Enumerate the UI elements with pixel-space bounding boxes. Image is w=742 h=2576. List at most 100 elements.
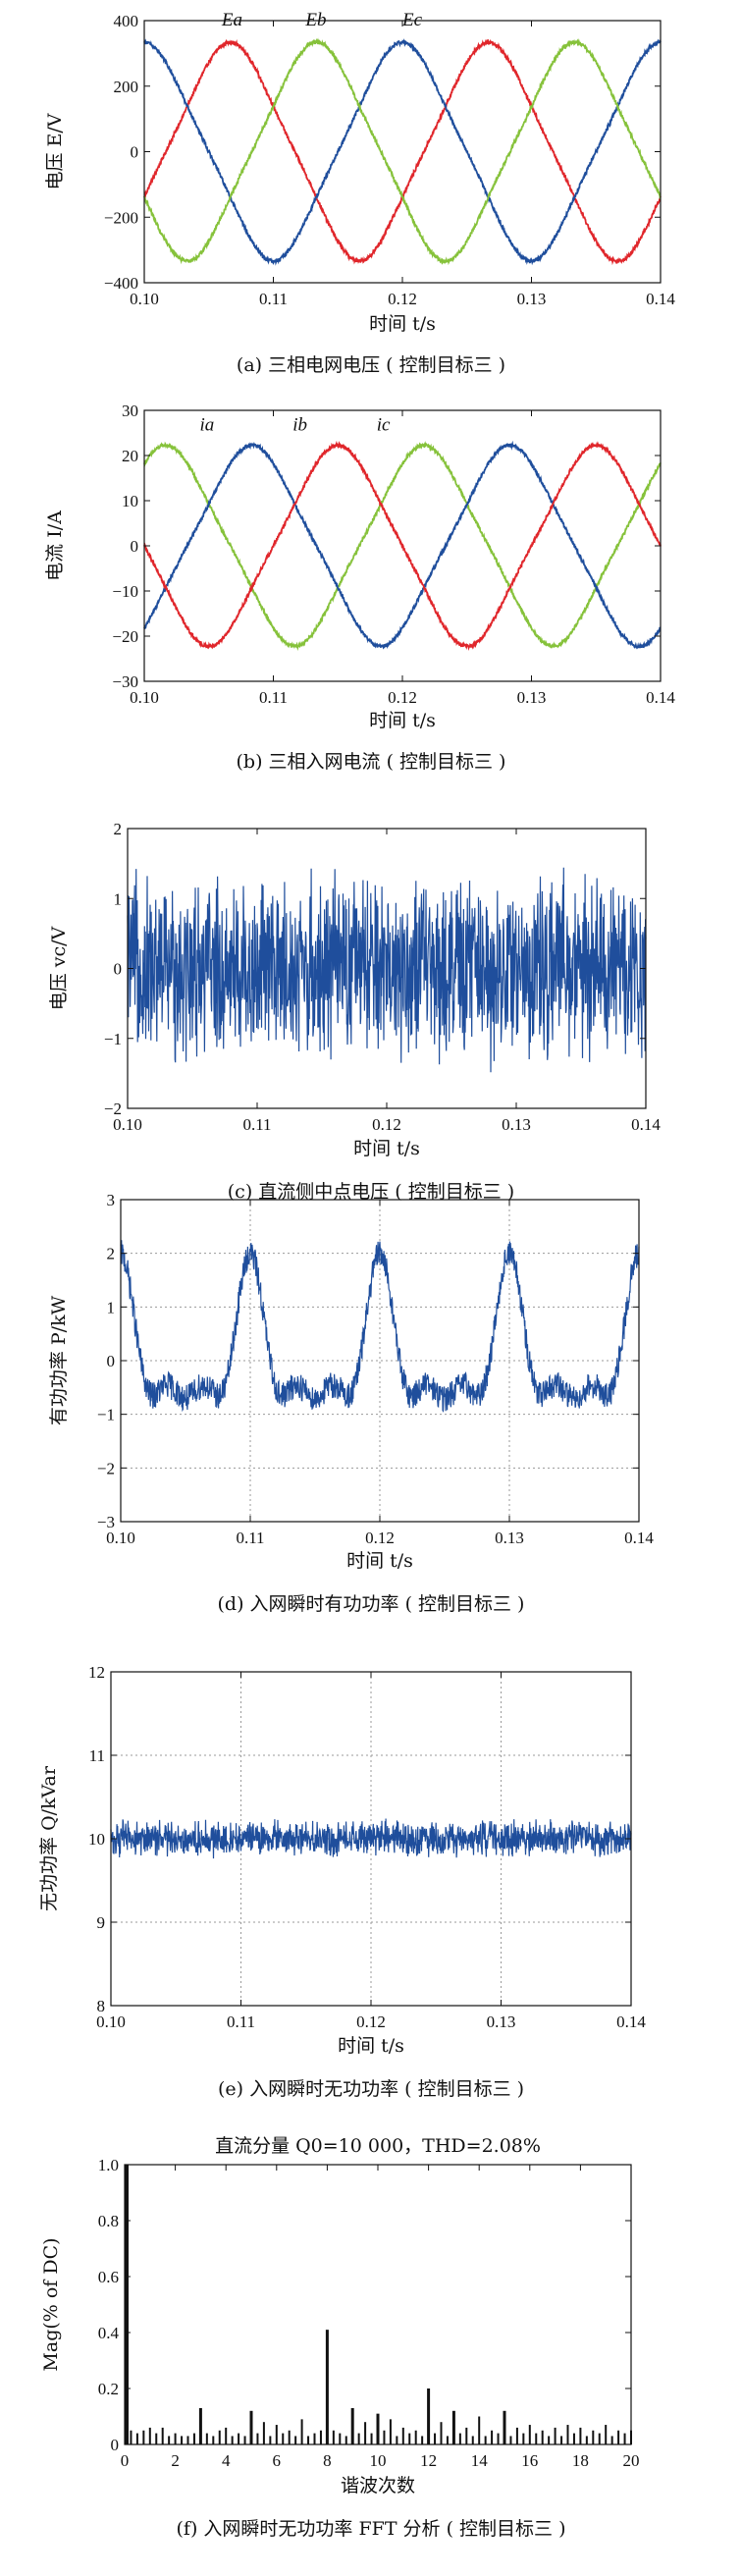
fft-bar — [610, 2436, 613, 2444]
fft-bar — [465, 2427, 468, 2444]
x-axis-label: 时间 t/s — [369, 313, 436, 335]
y-tick-label: 0 — [131, 143, 139, 162]
series-line-eb — [143, 38, 662, 266]
x-tick-label: 10 — [370, 2451, 387, 2470]
x-tick-label: 6 — [273, 2451, 282, 2470]
y-tick-label: 8 — [97, 1997, 106, 2015]
fft-bar — [161, 2427, 164, 2444]
y-tick-label: 2 — [114, 820, 123, 838]
x-tick-label: 18 — [572, 2451, 589, 2470]
fft-bar — [350, 2407, 354, 2444]
x-tick-label: 0.13 — [487, 2012, 516, 2031]
x-tick-label: 2 — [171, 2451, 180, 2470]
x-tick-label: 0.14 — [646, 290, 675, 308]
fft-bar — [205, 2433, 208, 2444]
series-annotation: ia — [200, 415, 215, 436]
fft-bar — [434, 2433, 437, 2444]
fft-bar — [396, 2436, 398, 2444]
fft-bar — [548, 2436, 551, 2444]
fft-bar — [560, 2436, 563, 2444]
y-tick-label: 20 — [122, 447, 138, 465]
series-annotation: ic — [377, 415, 391, 436]
fft-bar — [225, 2427, 228, 2444]
y-tick-label: 1.0 — [98, 2156, 119, 2174]
fft-bar — [478, 2416, 481, 2444]
x-tick-label: 14 — [471, 2451, 489, 2470]
fft-bar — [528, 2425, 531, 2444]
fft-bar — [401, 2427, 404, 2444]
chart-title: 直流分量 Q0=10 000，THD=2.08% — [215, 2135, 541, 2157]
y-tick-label: 0.4 — [98, 2324, 120, 2342]
fft-bar — [339, 2433, 342, 2444]
x-tick-label: 0.12 — [372, 1115, 401, 1134]
fft-bar — [376, 2413, 380, 2444]
y-tick-label: 1 — [114, 889, 123, 908]
fft-bar — [515, 2427, 518, 2444]
fft-bar — [288, 2430, 291, 2444]
x-tick-label: 8 — [323, 2451, 332, 2470]
y-tick-label: 0.8 — [98, 2212, 119, 2230]
y-tick-label: −10 — [112, 582, 138, 601]
x-tick-label: 0.12 — [356, 2012, 386, 2031]
fft-bar — [148, 2427, 151, 2444]
figure-caption: (d) 入网瞬时有功功率 ( 控制目标三 ) — [218, 1593, 525, 1615]
fft-bar — [186, 2436, 189, 2444]
fft-bar — [421, 2436, 424, 2444]
x-axis-label: 谐波次数 — [341, 2475, 415, 2496]
fft-bar — [238, 2433, 240, 2444]
x-tick-label: 0.14 — [631, 1115, 661, 1134]
fft-bar — [427, 2388, 431, 2444]
fft-bar — [275, 2425, 278, 2444]
fft-bar — [332, 2430, 335, 2444]
x-tick-label: 0.10 — [113, 1115, 142, 1134]
fft-bar — [192, 2433, 195, 2444]
fft-bar — [243, 2436, 246, 2444]
y-tick-label: 3 — [107, 1191, 116, 1209]
y-tick-label: 0.6 — [98, 2268, 119, 2286]
fft-bar — [313, 2433, 316, 2444]
figure-caption: (c) 直流侧中点电压 ( 控制目标三 ) — [228, 1181, 514, 1203]
fft-bar — [458, 2433, 461, 2444]
x-tick-label: 0.13 — [502, 1115, 531, 1134]
fft-bar — [484, 2436, 487, 2444]
y-tick-label: 10 — [122, 492, 138, 510]
x-tick-label: 0.10 — [130, 688, 159, 707]
series-line-ea — [143, 38, 662, 266]
y-tick-label: 0 — [107, 1352, 116, 1370]
fft-bar — [389, 2419, 392, 2444]
fft-bar — [319, 2430, 322, 2444]
fft-bar — [325, 2330, 329, 2444]
fft-bar — [344, 2436, 347, 2444]
x-tick-label: 0.14 — [646, 688, 675, 707]
plot-frame — [143, 20, 662, 284]
x-tick-label: 0.11 — [259, 290, 288, 308]
figure-caption: (b) 三相入网电流 ( 控制目标三 ) — [237, 751, 506, 773]
x-tick-label: 0.14 — [624, 1529, 654, 1547]
x-tick-label: 0.11 — [227, 2012, 255, 2031]
fft-bar — [218, 2430, 221, 2444]
fft-bar — [509, 2436, 512, 2444]
fft-bar — [451, 2410, 455, 2444]
fft-bar — [566, 2425, 569, 2444]
figure-caption: (e) 入网瞬时无功功率 ( 控制目标三 ) — [218, 2078, 524, 2100]
x-tick-label: 0.13 — [517, 290, 547, 308]
fft-bar — [605, 2425, 608, 2444]
x-tick-label: 0.11 — [242, 1115, 271, 1134]
x-axis-label: 时间 t/s — [346, 1550, 413, 1572]
x-tick-label: 0.10 — [96, 2012, 126, 2031]
y-tick-label: 10 — [88, 1830, 105, 1849]
x-tick-label: 12 — [420, 2451, 437, 2470]
fft-bar — [554, 2427, 556, 2444]
fft-bar — [256, 2433, 259, 2444]
fft-bar — [307, 2436, 310, 2444]
series-line-p — [120, 1240, 640, 1413]
x-tick-label: 20 — [623, 2451, 640, 2470]
fft-bar — [446, 2436, 449, 2444]
y-tick-label: 0 — [111, 2436, 120, 2454]
fft-bar — [125, 2165, 129, 2444]
y-axis-label: 电流 I/A — [44, 510, 66, 581]
fft-bar — [598, 2433, 601, 2444]
series-line-vc — [127, 867, 647, 1073]
x-tick-label: 0.12 — [388, 688, 417, 707]
